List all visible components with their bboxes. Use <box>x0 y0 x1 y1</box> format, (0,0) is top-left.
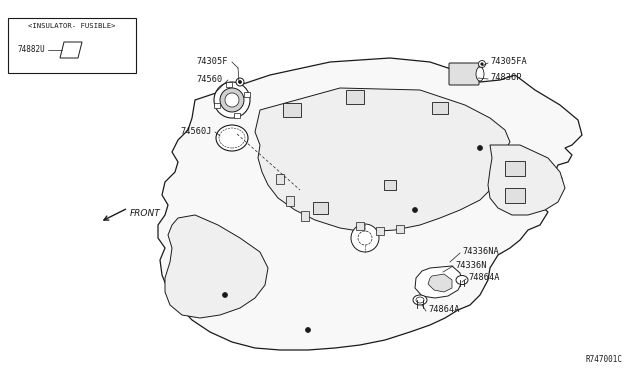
Circle shape <box>477 145 483 151</box>
Ellipse shape <box>219 128 245 148</box>
Bar <box>8 18 136 73</box>
Bar <box>384 180 396 190</box>
Polygon shape <box>158 58 582 350</box>
Polygon shape <box>415 266 462 298</box>
Polygon shape <box>60 42 82 58</box>
Bar <box>396 225 404 233</box>
Text: 74864A: 74864A <box>468 273 499 282</box>
Circle shape <box>305 327 310 333</box>
Ellipse shape <box>216 125 248 151</box>
Circle shape <box>223 292 227 298</box>
Polygon shape <box>165 215 268 318</box>
Text: 74305FA: 74305FA <box>490 58 527 67</box>
Bar <box>312 202 328 214</box>
Bar <box>234 113 241 118</box>
Bar <box>432 102 448 114</box>
Bar <box>505 187 525 202</box>
Text: 74336NA: 74336NA <box>462 247 499 257</box>
Circle shape <box>358 231 372 245</box>
Bar <box>301 211 309 221</box>
Bar <box>244 92 250 97</box>
Circle shape <box>413 208 417 212</box>
Text: 74864A: 74864A <box>428 305 460 314</box>
Polygon shape <box>428 274 452 292</box>
Circle shape <box>225 93 239 107</box>
Text: <INSULATOR- FUSIBLE>: <INSULATOR- FUSIBLE> <box>28 23 116 29</box>
Ellipse shape <box>416 297 424 303</box>
Bar <box>276 174 284 184</box>
Circle shape <box>351 224 379 252</box>
Bar <box>376 227 384 235</box>
Text: 74305F: 74305F <box>196 58 227 67</box>
Text: 74882U: 74882U <box>18 45 45 55</box>
Ellipse shape <box>456 276 468 285</box>
Bar <box>226 82 232 87</box>
Bar <box>346 90 364 104</box>
Circle shape <box>236 78 244 86</box>
Bar <box>283 103 301 117</box>
Bar <box>505 160 525 176</box>
Bar <box>214 103 220 108</box>
Ellipse shape <box>476 67 484 81</box>
Circle shape <box>214 82 250 118</box>
Text: 74560: 74560 <box>196 76 222 84</box>
Polygon shape <box>488 145 565 215</box>
Bar <box>286 196 294 206</box>
Text: 74560J: 74560J <box>180 128 211 137</box>
Ellipse shape <box>413 295 427 305</box>
Text: FRONT: FRONT <box>130 209 161 218</box>
Text: 74836P: 74836P <box>490 74 522 83</box>
Circle shape <box>239 80 241 83</box>
Bar <box>356 222 364 230</box>
Circle shape <box>479 61 486 67</box>
Text: R747001C: R747001C <box>585 356 622 365</box>
FancyBboxPatch shape <box>449 63 479 85</box>
Circle shape <box>481 63 483 65</box>
Polygon shape <box>255 88 510 232</box>
Circle shape <box>220 88 244 112</box>
Text: 74336N: 74336N <box>455 260 486 269</box>
